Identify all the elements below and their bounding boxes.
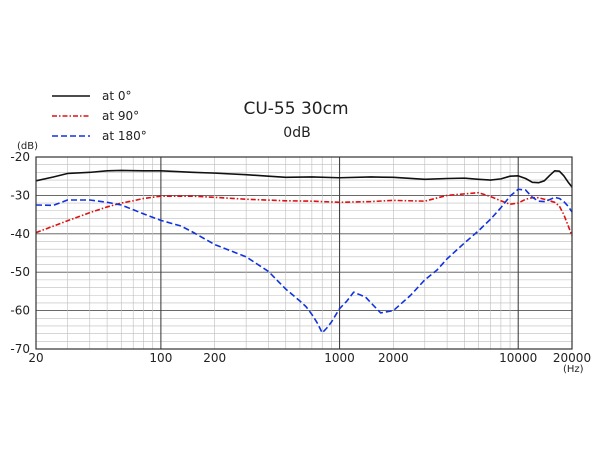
series-lines: [35, 169, 573, 334]
y-tick-label: -50: [10, 265, 30, 279]
chart-subtitle: 0dB: [283, 125, 310, 141]
legend-label-1: at 0°: [102, 89, 132, 103]
legend-label-2: at 90°: [102, 109, 139, 123]
series-line-2: [35, 191, 573, 237]
y-tick-label: -30: [10, 188, 30, 202]
x-axis-unit-label: (Hz): [563, 364, 584, 375]
legend: at 0° at 90° at 180°: [52, 89, 147, 143]
x-tick-label: 2000: [378, 351, 409, 365]
series-line-1: [35, 169, 573, 188]
y-tick-label: -20: [10, 150, 30, 164]
x-tick-label: 10000: [499, 351, 537, 365]
y-tick-label: -40: [10, 227, 30, 241]
y-tick-label: -70: [10, 342, 30, 356]
x-tick-label: 100: [149, 351, 172, 365]
series-line-3: [35, 188, 573, 334]
y-tick-label: -60: [10, 304, 30, 318]
legend-label-3: at 180°: [102, 129, 147, 143]
grid: [35, 156, 573, 350]
plot-border: [35, 156, 573, 350]
plot-frame: [35, 156, 573, 350]
x-tick-label: 20: [28, 351, 43, 365]
x-tick-label: 1000: [324, 351, 355, 365]
x-tick-label: 20000: [553, 351, 591, 365]
x-tick-label: 200: [203, 351, 226, 365]
y-axis-unit-label: (dB): [17, 141, 38, 152]
chart-title: CU-55 30cm: [243, 99, 348, 119]
